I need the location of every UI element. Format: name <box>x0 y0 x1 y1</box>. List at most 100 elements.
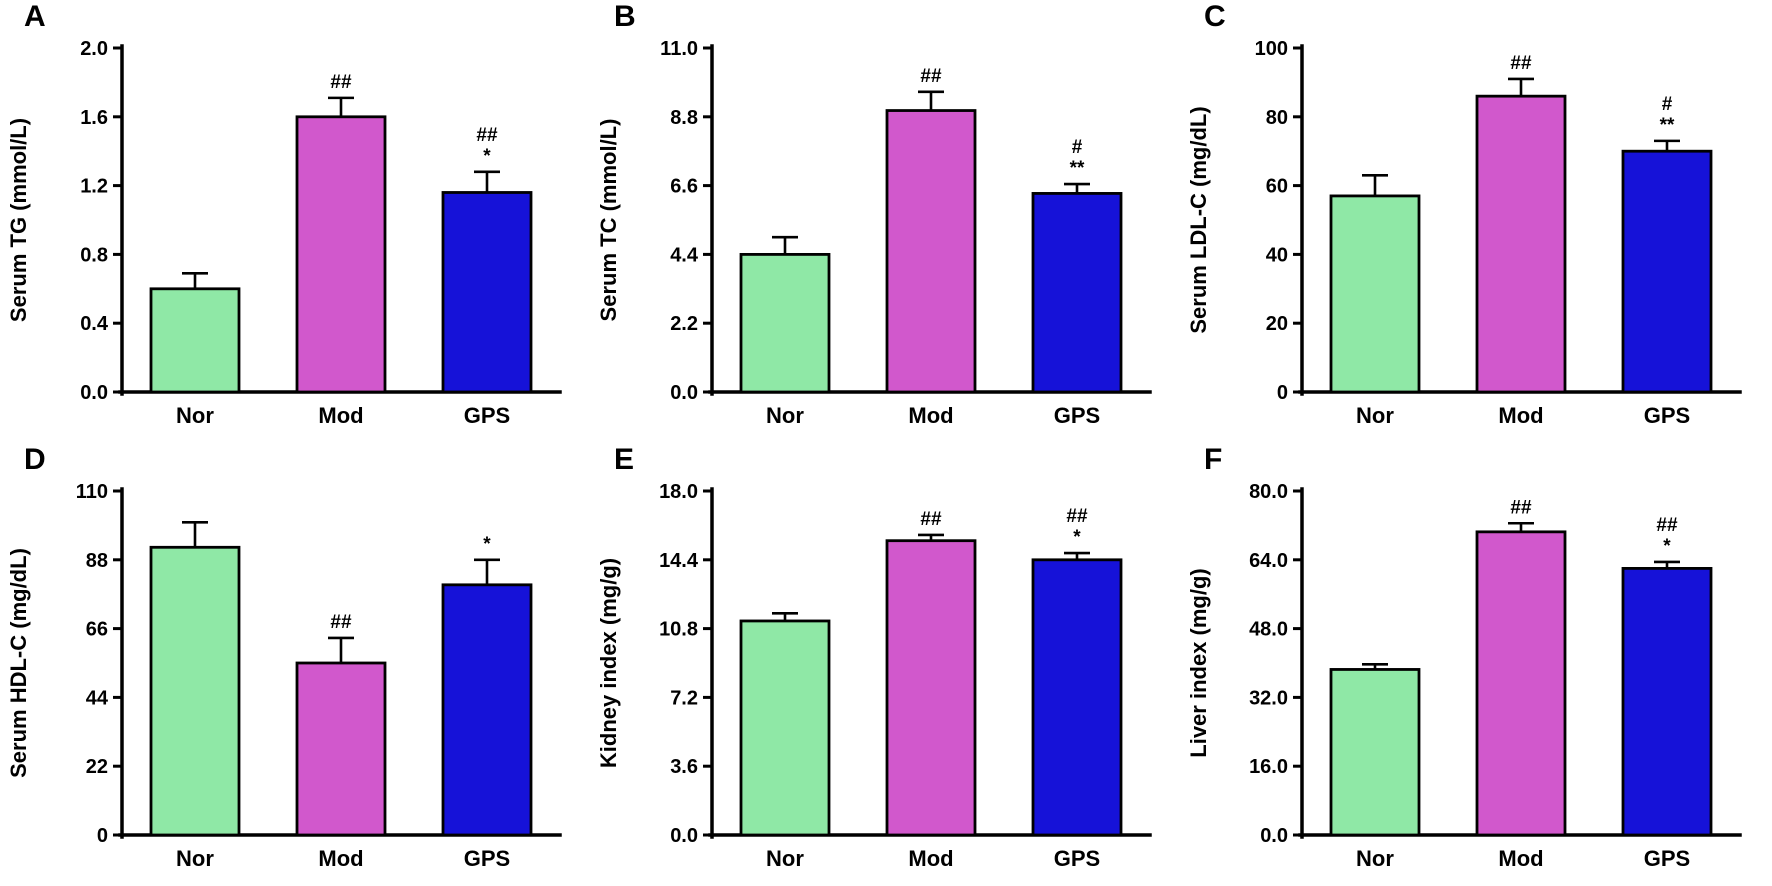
significance-annotation: ## <box>476 125 498 146</box>
y-tick-label: 14.4 <box>659 550 699 572</box>
x-category-label: Nor <box>1356 403 1394 428</box>
x-category-label: Nor <box>176 403 214 428</box>
y-tick-label: 0.0 <box>670 382 698 404</box>
significance-annotation: ## <box>1510 53 1532 74</box>
panel-letter: C <box>1204 0 1226 33</box>
y-tick-label: 4.4 <box>670 244 699 266</box>
y-tick-label: 88 <box>86 550 108 572</box>
y-tick-label: 22 <box>86 756 108 778</box>
x-category-label: GPS <box>1644 403 1690 428</box>
y-tick-label: 44 <box>86 687 109 709</box>
panel-letter: D <box>24 443 46 476</box>
bar-nor <box>739 619 831 837</box>
x-category-label: Nor <box>176 846 214 871</box>
bar-gps <box>441 191 533 394</box>
y-axis-label: Serum TC (mmol/L) <box>596 119 621 322</box>
panel-letter: B <box>614 0 636 33</box>
panel-d: D 0 22 44 66 88 110 Nor ## Mod * GPS Serum HDL-C (m… <box>0 443 590 886</box>
bar-gps <box>1031 192 1123 394</box>
y-tick-label: 20 <box>1266 313 1288 335</box>
panel-c: C 0 20 40 60 80 100 Nor ## Mod # ** GPS Serum LDL-C … <box>1180 0 1770 443</box>
y-axis-label: Serum HDL-C (mg/dL) <box>6 548 31 778</box>
y-tick-label: 0.0 <box>1260 825 1288 847</box>
bar-chart-serum-ldl-c: 0 20 40 60 80 100 Nor ## Mod #** GPS Serum LDL-C (m… <box>1186 38 1742 428</box>
x-category-label: Mod <box>1498 846 1543 871</box>
bar-mod <box>885 109 977 394</box>
x-category-label: GPS <box>1644 846 1690 871</box>
bar-chart-kidney-index: 0.03.67.210.814.418.0Nor##Mod##*GPSKidne… <box>596 481 1152 871</box>
significance-annotation: ## <box>330 72 352 93</box>
y-tick-label: 1.6 <box>80 107 108 129</box>
significance-annotation: # <box>1662 94 1673 115</box>
y-tick-label: 3.6 <box>670 756 698 778</box>
x-category-label: Mod <box>1498 403 1543 428</box>
y-tick-label: 2.0 <box>80 38 108 60</box>
bar-nor <box>1329 668 1421 837</box>
y-axis-label: Serum TG (mmol/L) <box>6 118 31 322</box>
y-axis-label: Liver index (mg/g) <box>1186 568 1211 757</box>
y-tick-label: 32.0 <box>1249 687 1288 709</box>
y-tick-label: 40 <box>1266 244 1288 266</box>
y-tick-label: 0.8 <box>80 244 108 266</box>
y-tick-label: 2.2 <box>670 313 698 335</box>
panel-e: E 0.0 3.6 7.2 10.8 14.4 18.0 Nor ## Mod ## * GPS Kid… <box>590 443 1180 886</box>
panel-b: B 0.0 2.2 4.4 6.6 8.8 11.0 Nor ## Mod # ** GPS Serum… <box>590 0 1180 443</box>
significance-annotation: ## <box>1066 506 1088 527</box>
panel-letter: E <box>614 443 635 476</box>
bar-gps <box>1031 558 1123 837</box>
y-tick-label: 6.6 <box>670 176 698 198</box>
bar-mod <box>885 539 977 837</box>
x-category-label: Nor <box>1356 846 1394 871</box>
significance-annotation: ** <box>1660 115 1675 136</box>
significance-annotation: ## <box>330 612 352 633</box>
x-category-label: Mod <box>908 846 953 871</box>
bar-mod <box>295 115 387 394</box>
significance-annotation: ## <box>1656 515 1678 536</box>
y-tick-label: 48.0 <box>1249 619 1288 641</box>
x-category-label: Mod <box>318 846 363 871</box>
significance-annotation: * <box>483 146 491 167</box>
significance-annotation: ## <box>920 66 942 87</box>
x-category-label: Nor <box>766 403 804 428</box>
significance-annotation: # <box>1072 137 1083 158</box>
bar-mod <box>1475 94 1567 394</box>
bar-gps <box>441 583 533 837</box>
panel-letter: A <box>24 0 46 33</box>
bar-mod <box>1475 530 1567 837</box>
bar-nor <box>149 545 241 837</box>
bar-nor <box>739 252 831 394</box>
y-tick-label: 60 <box>1266 176 1288 198</box>
significance-annotation: * <box>1073 527 1081 548</box>
bar-mod <box>295 661 387 837</box>
y-tick-label: 0 <box>97 825 108 847</box>
y-tick-label: 100 <box>1255 38 1288 60</box>
y-tick-label: 10.8 <box>659 619 698 641</box>
x-category-label: Nor <box>766 846 804 871</box>
y-tick-label: 64.0 <box>1249 550 1288 572</box>
y-axis-label: Serum LDL-C (mg/dL) <box>1186 106 1211 333</box>
y-tick-label: 0.0 <box>670 825 698 847</box>
x-category-label: Mod <box>908 403 953 428</box>
y-tick-label: 1.2 <box>80 176 108 198</box>
bar-nor <box>149 287 241 394</box>
bar-gps <box>1621 149 1713 394</box>
significance-annotation: ** <box>1070 158 1085 179</box>
y-tick-label: 11.0 <box>660 38 698 60</box>
significance-annotation: ## <box>920 509 942 530</box>
bar-chart-liver-index: 0.016.032.048.064.080.0Nor##Mod##*GPSLiv… <box>1186 481 1742 871</box>
y-tick-label: 0.0 <box>80 382 108 404</box>
y-tick-label: 80 <box>1266 107 1288 129</box>
y-tick-label: 0 <box>1277 382 1288 404</box>
x-category-label: GPS <box>464 846 510 871</box>
y-axis-label: Kidney index (mg/g) <box>596 558 621 768</box>
panel-letter: F <box>1204 443 1223 476</box>
bar-chart-serum-tc: 0.0 2.2 4.4 6.6 8.8 11.0 Nor ## Mod #** GPS Serum T… <box>596 38 1152 428</box>
y-tick-label: 7.2 <box>670 687 698 709</box>
panel-f: F 0.0 16.0 32.0 48.0 64.0 80.0 Nor ## Mod ## * GPS L… <box>1180 443 1770 886</box>
panel-a: A 0.0 0.4 0.8 1.2 1.6 2.0 Nor ## Mod ## * GPS Serum … <box>0 0 590 443</box>
x-category-label: GPS <box>1054 846 1100 871</box>
x-category-label: GPS <box>1054 403 1100 428</box>
y-tick-label: 110 <box>76 481 108 503</box>
